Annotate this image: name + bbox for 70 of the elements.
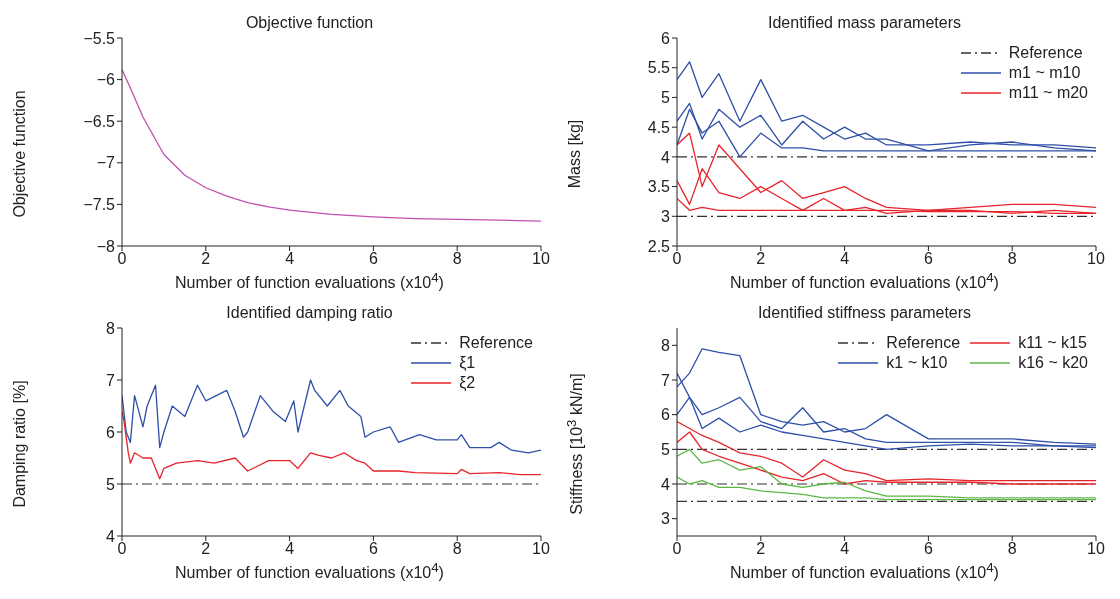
x-tick-label: 10 [1087,540,1105,558]
y-tick-label: 3 [661,510,671,528]
y-tick-label: 4 [661,475,671,493]
x-tick-label: 2 [201,540,211,558]
y-tick-label: 6 [661,29,671,47]
x-tick-label: 4 [840,250,850,268]
y-axis-title: Mass [kg] [566,119,584,189]
legend-label: k16 ~ k20 [1018,354,1088,372]
x-tick-label: 0 [672,250,682,268]
legend-label: Reference [886,334,961,352]
x-tick-label: 10 [532,250,550,268]
chart-title: Objective function [245,14,374,31]
y-tick-label: 3.5 [647,178,671,196]
y-tick-label: −7.5 [83,196,116,214]
y-tick-label: 5 [661,441,671,459]
y-tick-label: 8 [661,337,671,355]
y-tick-label: 5.5 [647,59,671,77]
y-tick-label: 6 [106,423,116,441]
y-axis-title: Objective function [11,90,29,218]
x-tick-label: 2 [201,250,211,268]
y-tick-label: −5.5 [83,29,116,47]
x-axis-title: Number of function evaluations (x10$^{4}$) [729,270,1000,293]
chart-title: Identified damping ratio [226,304,393,321]
x-tick-label: 2 [756,540,766,558]
x-tick-label: 10 [1087,250,1105,268]
legend-label: m11 ~ m20 [1008,84,1088,102]
y-tick-label: 6 [661,406,671,424]
x-tick-label: 8 [1007,250,1017,268]
y-axis-title: Damping ratio [%] [11,380,29,508]
chart-title: Identified stiffness parameters [756,304,973,322]
x-tick-label: 10 [532,540,550,558]
x-tick-label: 6 [368,250,378,268]
y-tick-label: −6 [96,71,116,89]
y-tick-label: −6.5 [83,112,116,130]
x-tick-label: 8 [1007,540,1017,558]
x-axis-title: Number of function evaluations (x10$^{4}$) [174,270,445,293]
x-tick-label: 0 [672,540,682,558]
y-tick-label: 5 [106,475,116,493]
y-tick-label: 8 [106,319,116,337]
legend-label: m1 ~ m10 [1008,64,1081,82]
legend-label: k1 ~ k10 [886,354,948,372]
x-tick-label: 0 [117,250,127,268]
x-tick-label: 8 [452,250,462,268]
y-tick-label: 7 [106,371,116,389]
x-tick-label: 4 [285,540,295,558]
legend-label: ξ1 [459,354,476,372]
chart-title: Identified mass parameters [768,14,961,31]
y-tick-label: 4 [106,527,116,545]
x-tick-label: 0 [117,540,127,558]
y-tick-label: 4 [661,148,671,166]
y-tick-label: 3 [661,207,671,225]
y-tick-label: 5 [661,89,671,107]
y-tick-label: 7 [661,371,671,389]
x-tick-label: 6 [923,540,933,558]
x-tick-label: 8 [452,540,462,558]
y-tick-label: 4.5 [647,118,671,136]
legend-label: k11 ~ k15 [1018,334,1087,352]
x-axis-title: Number of function evaluations (x10$^{4}$) [174,560,445,583]
x-tick-label: 4 [840,540,850,558]
x-tick-label: 6 [923,250,933,268]
x-tick-label: 2 [756,250,766,268]
x-axis-title: Number of function evaluations (x10$^{4}$) [729,560,1000,583]
y-tick-label: −7 [96,154,116,172]
x-tick-label: 4 [285,250,295,268]
y-tick-label: −8 [96,237,116,255]
y-tick-label: 2.5 [647,237,671,255]
x-tick-label: 6 [368,540,378,558]
legend-label: Reference [1008,44,1083,62]
legend-label: ξ2 [459,374,476,392]
legend-label: Reference [459,334,533,352]
